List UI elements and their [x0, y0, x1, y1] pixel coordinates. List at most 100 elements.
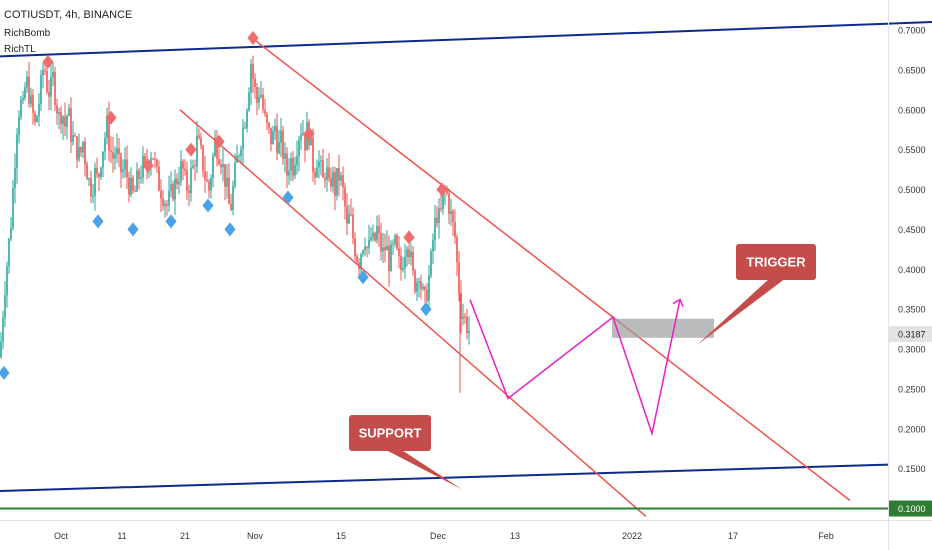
candle-body [258, 96, 260, 103]
candle-body [168, 190, 170, 206]
price-tick-label: 0.1500 [898, 464, 926, 474]
candle-body [360, 254, 362, 270]
candle-body [196, 135, 198, 167]
candle-body [402, 268, 404, 270]
candle-body [332, 171, 334, 187]
candle-body [136, 170, 138, 192]
candle-body [132, 177, 134, 191]
candle-body [426, 289, 428, 301]
time-tick-label: 2022 [622, 531, 642, 541]
candle-body [156, 159, 158, 167]
time-tick-label: 11 [117, 531, 126, 541]
candle-body [274, 125, 276, 131]
candle-body [244, 127, 246, 129]
candle-body [0, 341, 2, 357]
candle-body [94, 167, 96, 196]
sell-signal-diamond [142, 158, 154, 173]
candle-body [416, 282, 418, 292]
candle-body [44, 69, 46, 72]
candle-body [186, 170, 188, 191]
candle-body [16, 134, 18, 169]
candle-body [278, 142, 280, 154]
candle-body [340, 175, 342, 181]
last-price-tag [889, 326, 932, 343]
candle-body [418, 281, 420, 283]
candle-body [104, 137, 106, 152]
candle-body [252, 63, 254, 79]
indicator-richtl-label[interactable]: RichTL [4, 44, 36, 55]
signal-markers [0, 30, 448, 380]
buy-signal-diamond [420, 302, 432, 317]
support-callout-label: SUPPORT [359, 426, 422, 441]
candle-body [226, 177, 228, 187]
chart-symbol-title: COTIUSDT, 4h, BINANCE [4, 9, 133, 21]
candle-body [8, 238, 10, 267]
candle-body [228, 177, 230, 204]
candle-body [348, 214, 350, 224]
candle-body [264, 109, 266, 114]
support-callout-box [349, 415, 431, 451]
candle-body [50, 77, 52, 97]
candle-body [56, 105, 58, 114]
candle-body [464, 316, 466, 318]
candle-body [414, 270, 416, 292]
candle-body [468, 331, 470, 333]
candle-body [22, 98, 24, 101]
candle-body [128, 177, 130, 195]
candle-body [96, 167, 98, 174]
candle-body [152, 158, 154, 160]
candle-body [326, 167, 328, 180]
candle-body [98, 173, 100, 177]
price-tick-label: 0.5000 [898, 185, 926, 195]
candle-body [82, 141, 84, 153]
candle-body [208, 181, 210, 191]
candle-body [46, 71, 48, 93]
candle-body [374, 232, 376, 241]
candle-body [284, 153, 286, 159]
candle-body [298, 139, 300, 157]
candle-body [446, 190, 448, 194]
candle-body [346, 206, 348, 224]
candle-body [108, 115, 110, 151]
time-tick-label: Oct [54, 531, 69, 541]
candle-body [154, 158, 156, 160]
candle-body [74, 135, 76, 137]
candle-body [288, 170, 290, 176]
candle-body [404, 256, 406, 269]
candle-body [170, 184, 172, 191]
candle-body [432, 239, 434, 252]
candle-body [210, 178, 212, 191]
candle-body [160, 190, 162, 199]
support-price-label: 0.1000 [898, 504, 926, 514]
candle-body [52, 71, 54, 78]
indicator-richbomb-label[interactable]: RichBomb [4, 28, 51, 39]
time-tick-label: Dec [430, 531, 447, 541]
candle-body [134, 190, 136, 192]
candle-body [174, 178, 176, 200]
candle-body [324, 177, 326, 180]
candle-body [68, 108, 70, 116]
candle-body [300, 134, 302, 140]
candle-body [58, 112, 60, 114]
price-tick-label: 0.3500 [898, 305, 926, 315]
price-tick-label: 0.2000 [898, 424, 926, 434]
candle-body [456, 237, 458, 263]
sell-signal-diamond [247, 30, 259, 45]
candle-body [172, 184, 174, 200]
candle-body [330, 178, 332, 187]
candle-body [202, 145, 204, 172]
candle-body [106, 115, 108, 138]
candle-body [322, 160, 324, 178]
candle-body [126, 159, 128, 178]
candle-body [396, 235, 398, 249]
callouts: TRIGGER SUPPORT [349, 244, 816, 490]
candle-body [344, 187, 346, 207]
candle-body [378, 226, 380, 234]
candle-body [220, 164, 222, 168]
candle-body [256, 87, 258, 103]
time-tick-label: Feb [818, 531, 834, 541]
candle-body [206, 179, 208, 182]
candle-body [354, 238, 356, 257]
candle-body [268, 122, 270, 128]
